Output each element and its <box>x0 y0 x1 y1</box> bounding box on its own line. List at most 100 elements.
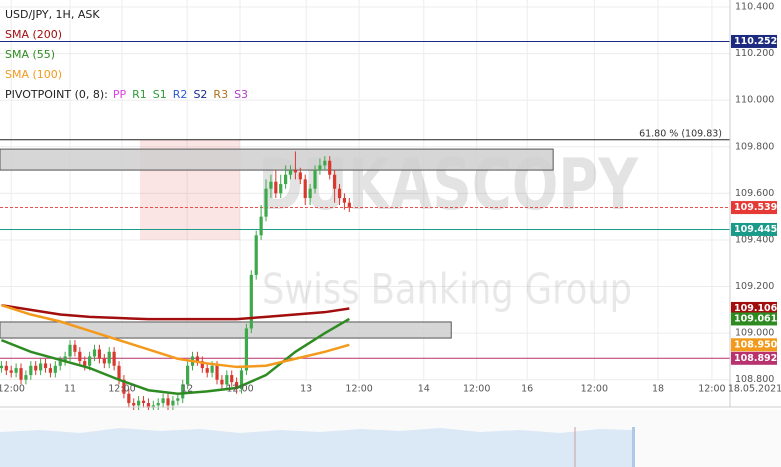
candle-body <box>34 365 38 371</box>
price-tag-label: 110.252 <box>734 36 777 47</box>
candle-body <box>303 179 307 199</box>
price-tag-label: 109.539 <box>734 202 777 213</box>
candle-body <box>318 165 322 171</box>
price-tag-label: 108.892 <box>734 353 777 364</box>
pivot-item: R1 <box>132 88 147 101</box>
plot: 61.80 % (109.83) <box>0 40 730 413</box>
candle-body <box>342 198 347 203</box>
pivot-title: PIVOTPOINT (0, 8): <box>5 88 108 101</box>
candle-body <box>308 188 312 199</box>
price-tag-label: 109.106 <box>734 303 778 314</box>
pivot-item: S2 <box>193 88 207 101</box>
pivot-item: R3 <box>213 88 228 101</box>
candle-body <box>264 188 268 217</box>
candle-body <box>288 170 293 175</box>
candle-body <box>205 368 209 373</box>
y-tick-label: 109.400 <box>735 234 774 245</box>
candle-body <box>347 202 351 208</box>
y-tick-label: 109.200 <box>735 281 774 292</box>
candle-body <box>181 384 185 399</box>
fib-label: 61.80 % (109.83) <box>639 128 722 139</box>
candle-body <box>166 398 170 406</box>
candle-body <box>200 361 204 369</box>
candle-body <box>122 379 126 394</box>
watermark-tagline: Swiss Banking Group <box>262 265 632 314</box>
pivot-item: PP <box>113 88 127 101</box>
candle-body <box>176 398 180 401</box>
sma-line <box>1 304 350 369</box>
sma-line <box>1 303 350 321</box>
x-tick-label: 12:00 <box>108 384 135 395</box>
legend: USD/JPY, 1H, ASK SMA (200) SMA (55) SMA (10… <box>5 8 248 101</box>
y-tick-label: 110.400 <box>735 1 774 12</box>
candle-body <box>186 365 190 385</box>
candle-body <box>53 365 57 373</box>
candle-body <box>279 184 283 194</box>
candle-body <box>24 375 28 380</box>
candle-body <box>220 379 224 385</box>
price-tag-label: 108.950 <box>734 339 778 350</box>
candle-body <box>4 365 8 371</box>
x-tick-label: 14 <box>418 384 430 395</box>
candle-body <box>284 174 288 185</box>
candle-body <box>48 368 53 373</box>
pivot-item: S1 <box>153 88 167 101</box>
y-tick-label: 109.600 <box>735 188 774 199</box>
candle-body <box>68 344 72 357</box>
candle-body <box>156 403 160 406</box>
candle-body <box>323 160 327 166</box>
candle-body <box>14 368 18 373</box>
candle-body <box>269 181 273 189</box>
candle-body <box>171 400 175 406</box>
x-tick-label: 12:00 <box>0 384 25 395</box>
price-tag <box>731 201 777 215</box>
candle-body <box>107 351 111 364</box>
legend-entry: SMA (100) <box>5 68 62 81</box>
candle-body <box>29 365 33 376</box>
candle-body <box>230 375 234 383</box>
pivot-legend: PIVOTPOINT (0, 8): PP R1 S1 R2 S2 R3 S3 <box>5 88 248 101</box>
candle-body <box>78 351 82 362</box>
price-tag <box>731 351 777 365</box>
x-tick-label: 12:00 <box>581 384 608 395</box>
pivot-item: S3 <box>234 88 248 101</box>
grid <box>0 0 730 381</box>
candle-body <box>0 365 4 369</box>
candle-body <box>63 356 67 362</box>
pivot-item: R2 <box>173 88 188 101</box>
price-tag <box>731 222 777 236</box>
x-tick-label: 16 <box>521 384 533 395</box>
price-tag <box>731 34 777 48</box>
x-tick-label: 18.05.2021 <box>728 384 781 395</box>
candle-body <box>337 188 342 199</box>
candle-body <box>92 349 97 357</box>
x-tick-label: 12:00 <box>345 384 372 395</box>
candle-body <box>244 328 249 371</box>
x-tick-label: 12:00 <box>698 384 725 395</box>
candle-body <box>161 398 165 404</box>
y-tick-label: 108.800 <box>735 374 774 385</box>
candle-body <box>112 351 116 366</box>
legend-entry: SMA (200) <box>5 28 62 41</box>
candle-body <box>215 365 219 380</box>
candle-body <box>127 393 131 404</box>
candle-body <box>117 365 121 380</box>
x-tick-label: 11 <box>64 384 76 395</box>
navigator <box>0 410 781 467</box>
price-tag <box>731 301 777 315</box>
candle-body <box>146 403 151 408</box>
candle-body <box>298 172 302 180</box>
chart-title: USD/JPY, 1H, ASK <box>5 8 100 21</box>
candle-body <box>97 349 102 359</box>
candle-body <box>88 356 92 366</box>
y-tick-label: 110.000 <box>735 95 774 106</box>
price-tag-label: 109.445 <box>734 224 777 235</box>
x-tick-label: 12:00 <box>463 384 490 395</box>
y-tick-label: 109.000 <box>735 328 774 339</box>
candle-body <box>210 365 214 373</box>
navigator-handle[interactable] <box>632 427 635 467</box>
candle-body <box>132 403 136 406</box>
candle-body <box>137 400 141 406</box>
